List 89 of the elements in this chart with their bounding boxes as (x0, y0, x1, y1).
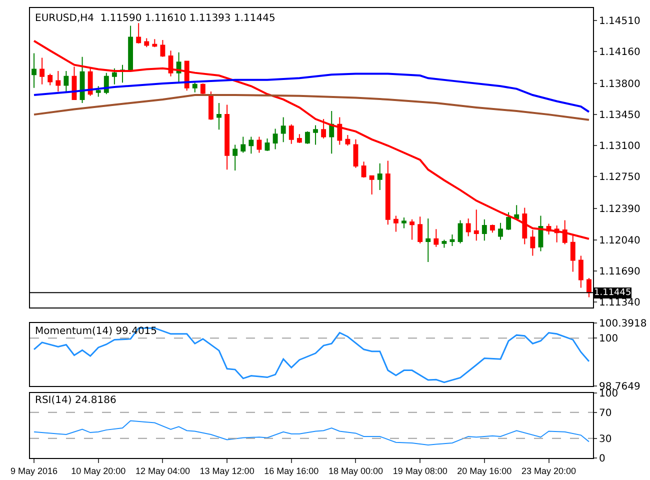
candlestick (136, 22, 142, 44)
candlestick (442, 239, 447, 248)
candlestick (361, 161, 366, 178)
ref-line-label: 1.11445 (594, 288, 632, 298)
candlestick (200, 82, 206, 95)
candlestick (288, 124, 294, 144)
candlestick (160, 39, 166, 58)
candlestick (586, 277, 592, 298)
candlestick (345, 134, 350, 146)
candlestick (434, 228, 439, 248)
candlestick (490, 224, 495, 234)
candlestick (208, 90, 214, 120)
candlestick (152, 38, 158, 48)
candlestick (80, 56, 85, 104)
y-tick-label: 1.11340 (599, 297, 640, 308)
x-tick-label: 9 May 2016 (10, 466, 58, 476)
y-tick-label: 1.13100 (599, 141, 640, 152)
x-tick-label: 13 May 12:00 (200, 466, 254, 476)
chart-title: RSI(14) 24.8186 (35, 395, 116, 406)
candlestick (313, 124, 318, 146)
text: EURUSD,H4 1.11590 1.11610 1.11393 1.11445 (35, 13, 276, 24)
y-tick-label: 1.13450 (599, 110, 640, 122)
y-tick-label: 30 (599, 434, 612, 445)
candlestick (224, 104, 230, 170)
x-tick-label: 19 May 08:00 (392, 466, 448, 476)
candlestick (377, 162, 382, 191)
y-tick-label: 1.12750 (599, 172, 640, 184)
candlestick (112, 68, 117, 85)
y-tick-label: 1.14160 (599, 47, 640, 58)
candlestick (248, 136, 254, 154)
candlestick (353, 138, 358, 168)
candlestick (216, 102, 222, 130)
candlestick (393, 215, 398, 232)
candlestick (96, 86, 101, 98)
y-tick-label: 0 (599, 454, 606, 464)
candlestick (458, 220, 463, 244)
candlestick (280, 116, 286, 143)
candlestick (48, 73, 53, 86)
line-series (34, 420, 590, 446)
x-tick-label: 10 May 20:00 (71, 466, 126, 476)
candlestick (337, 116, 342, 146)
x-tick-label: 18 May 00:00 (328, 466, 384, 476)
candlestick (410, 218, 415, 240)
line-series (33, 72, 590, 113)
candlestick (385, 160, 390, 226)
candlestick (128, 25, 134, 72)
candlestick (321, 118, 326, 140)
y-tick-label: 1.14510 (599, 16, 640, 27)
candlestick (578, 255, 584, 288)
x-tick-label: 16 May 16:00 (264, 466, 319, 476)
candlestick (88, 68, 93, 96)
candlestick (40, 57, 45, 85)
candlestick (256, 136, 262, 154)
candlestick (64, 70, 69, 92)
candlestick (56, 70, 61, 92)
x-tick-label: 20 May 16:00 (457, 466, 512, 476)
candlestick (466, 218, 471, 237)
candlestick (144, 38, 150, 48)
y-tick-label: 70 (599, 408, 612, 419)
y-tick-label: 1.12040 (599, 235, 640, 246)
candlestick (296, 134, 302, 144)
y-tick-label: 100 (599, 334, 618, 345)
y-tick-label: 1.11690 (599, 266, 640, 278)
y-tick-label: 100 (599, 388, 618, 400)
y-tick-label: 1.13800 (599, 78, 640, 90)
line-series (33, 327, 590, 384)
candlestick (506, 212, 512, 230)
candlestick (192, 82, 198, 93)
candlestick (426, 218, 431, 262)
candlestick (329, 110, 334, 154)
line-series (33, 94, 590, 121)
candlestick (32, 52, 36, 88)
candlestick (305, 130, 310, 144)
candlestick (232, 144, 238, 171)
candlestick (418, 216, 423, 244)
candlestick (272, 128, 278, 150)
candlestick (450, 234, 455, 246)
x-tick-label: 23 May 20:00 (521, 466, 576, 476)
candlestick (402, 217, 406, 229)
candlestick (264, 138, 270, 152)
x-tick-label: 12 May 04:00 (135, 466, 190, 476)
candlestick (474, 209, 479, 242)
candlestick (498, 222, 503, 240)
y-tick-label: 1.12390 (599, 204, 640, 216)
candlestick (514, 204, 520, 220)
candlestick (240, 136, 246, 154)
y-tick-label: 100.3918 (599, 318, 647, 330)
candlestick (369, 175, 374, 195)
candlestick (482, 218, 487, 242)
